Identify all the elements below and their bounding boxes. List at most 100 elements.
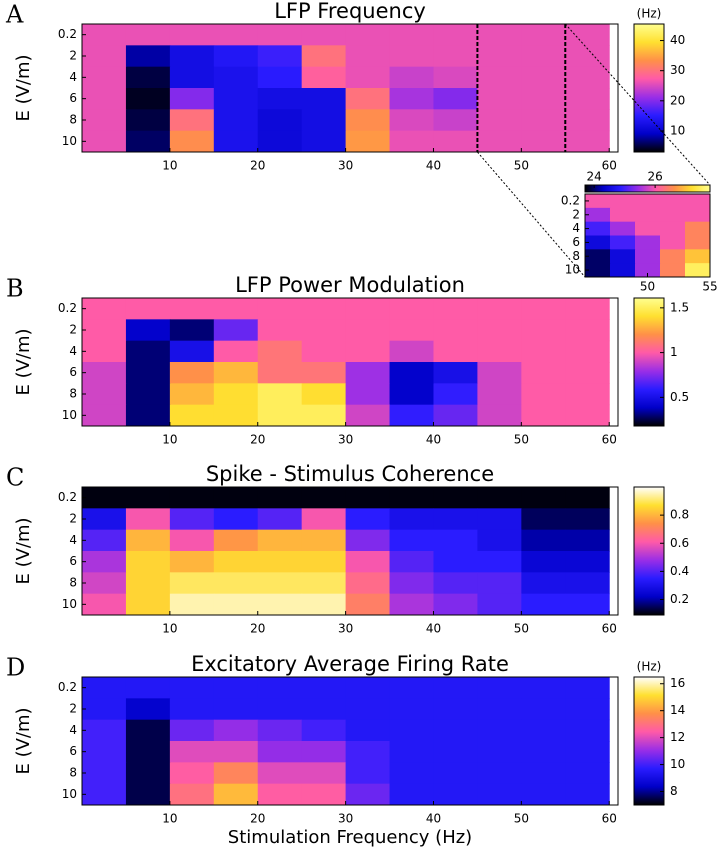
heatmap-cell: [169, 783, 215, 806]
heatmap-cell: [301, 24, 347, 46]
heatmap-cell: [477, 508, 522, 531]
y-tick-label: 6: [69, 554, 77, 568]
heatmap-cell: [521, 487, 566, 509]
heatmap-cell: [565, 698, 610, 721]
heatmap-cell: [389, 340, 434, 363]
heatmap-cell: [565, 741, 610, 763]
heatmap-cell: [565, 487, 610, 509]
heatmap-cell: [213, 677, 259, 699]
y-tick-label: 4: [69, 70, 77, 84]
y-tick-label: 10: [62, 597, 77, 611]
heatmap-cell: [125, 66, 171, 89]
colorbar-tick-label: 30: [670, 63, 685, 77]
heatmap-cell: [521, 741, 566, 763]
heatmap-cell: [635, 221, 661, 236]
colorbar-label: (Hz): [637, 660, 662, 674]
heatmap-cell: [257, 404, 303, 427]
plot-frame: [81, 23, 619, 153]
heatmap-cell: [345, 719, 391, 742]
heatmap-cell: [433, 698, 478, 721]
heatmap-cell: [477, 719, 522, 742]
heatmap-cell: [585, 235, 611, 250]
heatmap-cell: [521, 24, 566, 46]
heatmap-cell: [301, 529, 347, 552]
heatmap-cell: [521, 783, 566, 806]
heatmap-cell: [477, 340, 522, 363]
heatmap-cell: [301, 298, 347, 320]
heatmap-cell: [477, 109, 522, 132]
heatmap-cell: [213, 383, 259, 406]
x-tick-label: 30: [338, 159, 353, 173]
heatmap-cell: [477, 319, 522, 342]
heatmap-cell: [213, 88, 259, 110]
y-axis-label: E (V/m): [13, 328, 34, 395]
heatmap-cell: [82, 677, 127, 699]
x-tick-label: 40: [426, 433, 441, 447]
x-tick-label: 50: [640, 280, 655, 294]
heatmap-cell: [125, 677, 171, 699]
heatmap-cell: [213, 741, 259, 763]
heatmap-cell: [389, 529, 434, 552]
heatmap-cell: [213, 719, 259, 742]
colorbar-tick-label: 12: [670, 730, 685, 744]
heatmap-cell: [477, 362, 522, 384]
heatmap-cell: [685, 235, 711, 250]
heatmap-cell: [521, 698, 566, 721]
heatmap-cell: [565, 24, 610, 46]
heatmap-cell: [125, 362, 171, 384]
heatmap-cell: [345, 24, 391, 46]
x-tick-label: 60: [602, 622, 617, 636]
heatmap-cell: [389, 45, 434, 68]
heatmap-cell: [521, 551, 566, 573]
heatmap-cell: [169, 45, 215, 68]
heatmap-cell: [521, 572, 566, 595]
heatmap-cell: [565, 762, 610, 785]
heatmap-cell: [433, 340, 478, 363]
heatmap-cell: [345, 741, 391, 763]
heatmap-cell: [521, 45, 566, 68]
y-tick-label: 8: [69, 766, 77, 780]
heatmap-cell: [635, 235, 661, 250]
y-tick-label: 6: [572, 235, 580, 249]
heatmap-cell: [660, 207, 686, 223]
heatmap-cell: [521, 508, 566, 531]
heatmap-cell: [433, 529, 478, 552]
heatmap-cell: [301, 719, 347, 742]
heatmap-cell: [82, 741, 127, 763]
heatmap-cell: [521, 130, 566, 153]
colorbar-tick-label: 0.8: [670, 508, 689, 522]
heatmap-cell: [169, 88, 215, 110]
y-tick-label: 2: [69, 49, 77, 63]
heatmap-cell: [213, 698, 259, 721]
heatmap-cell: [477, 487, 522, 509]
heatmap-cell: [389, 783, 434, 806]
heatmap-cell: [610, 263, 636, 278]
heatmap-cell: [389, 130, 434, 153]
heatmap-cell: [345, 130, 391, 153]
heatmap-cell: [82, 319, 127, 342]
heatmap-cell: [477, 572, 522, 595]
heatmap-cell: [257, 24, 303, 46]
heatmap-cell: [301, 340, 347, 363]
y-tick-label: 0.2: [58, 490, 77, 504]
heatmap-cell: [125, 487, 171, 509]
heatmap-cell: [257, 298, 303, 320]
y-tick-label: 2: [69, 702, 77, 716]
x-tick-label: 20: [250, 622, 265, 636]
x-tick-label: 20: [250, 812, 265, 826]
heatmap-cell: [301, 593, 347, 616]
heatmap-cell: [433, 719, 478, 742]
heatmap-cell: [82, 698, 127, 721]
heatmap-cell: [169, 719, 215, 742]
heatmap-cell: [477, 593, 522, 616]
heatmap-cell: [125, 109, 171, 132]
inset-colorbar: [584, 184, 711, 193]
heatmap-cell: [660, 263, 686, 278]
heatmap-cell: [433, 572, 478, 595]
heatmap-cell: [345, 572, 391, 595]
heatmap-cell: [565, 383, 610, 406]
colorbar-tick-label: 1.5: [670, 300, 689, 314]
heatmap-cell: [477, 529, 522, 552]
heatmap-cell: [565, 340, 610, 363]
heatmap-cell: [521, 66, 566, 89]
